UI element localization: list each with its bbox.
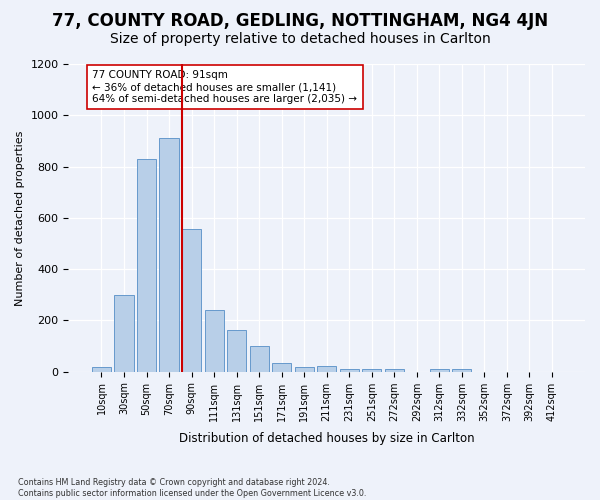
Bar <box>452 369 472 372</box>
Bar <box>295 366 314 372</box>
Text: Size of property relative to detached houses in Carlton: Size of property relative to detached ho… <box>110 32 490 46</box>
Bar <box>430 369 449 372</box>
X-axis label: Distribution of detached houses by size in Carlton: Distribution of detached houses by size … <box>179 432 475 445</box>
Bar <box>340 368 359 372</box>
Bar <box>182 230 201 372</box>
Bar <box>205 310 224 372</box>
Bar <box>272 362 291 372</box>
Bar <box>250 346 269 372</box>
Text: Contains HM Land Registry data © Crown copyright and database right 2024.
Contai: Contains HM Land Registry data © Crown c… <box>18 478 367 498</box>
Bar <box>137 159 156 372</box>
Bar <box>92 366 111 372</box>
Bar <box>227 330 246 372</box>
Bar <box>317 366 336 372</box>
Text: 77 COUNTY ROAD: 91sqm
← 36% of detached houses are smaller (1,141)
64% of semi-d: 77 COUNTY ROAD: 91sqm ← 36% of detached … <box>92 70 358 104</box>
Text: 77, COUNTY ROAD, GEDLING, NOTTINGHAM, NG4 4JN: 77, COUNTY ROAD, GEDLING, NOTTINGHAM, NG… <box>52 12 548 30</box>
Bar <box>160 138 179 372</box>
Y-axis label: Number of detached properties: Number of detached properties <box>15 130 25 306</box>
Bar <box>115 295 134 372</box>
Bar <box>362 369 382 372</box>
Bar <box>385 369 404 372</box>
